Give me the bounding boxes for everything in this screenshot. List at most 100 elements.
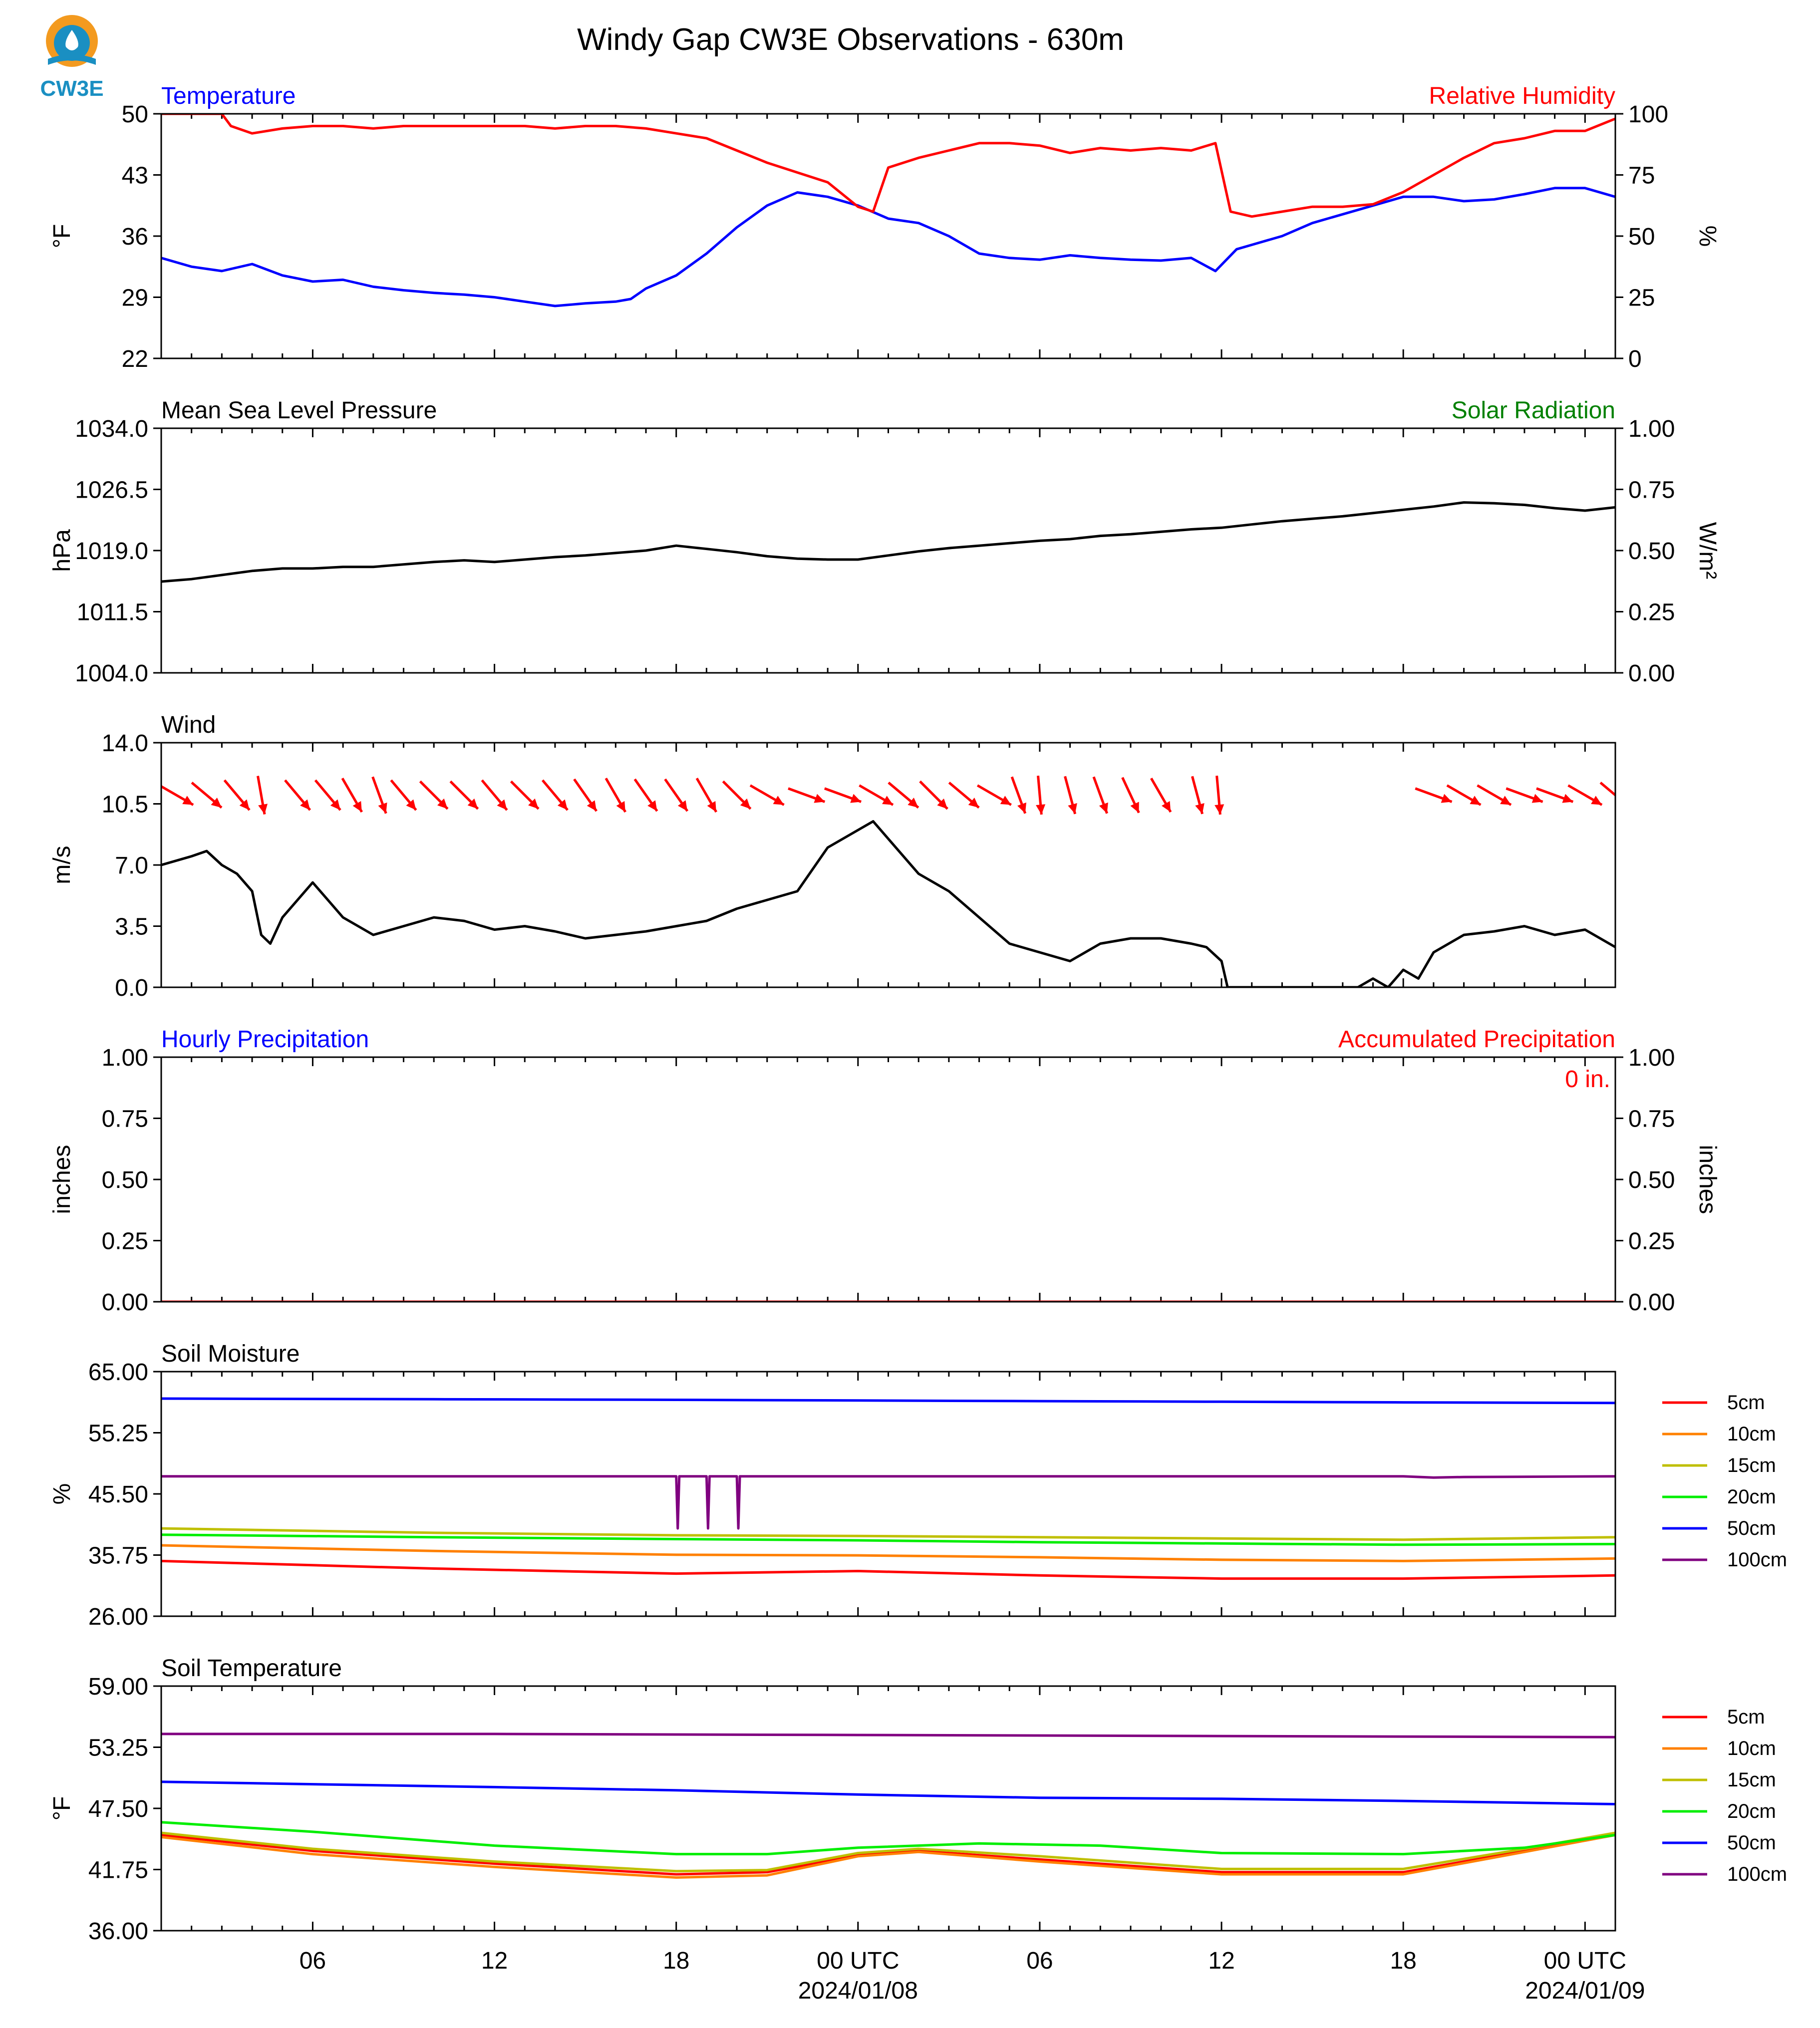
logo-text: CW3E [40, 76, 103, 101]
legend-label-15cm: 15cm [1727, 1454, 1776, 1476]
soil_temperature-ytick-label: 53.25 [88, 1735, 148, 1761]
xtick-label: 00 UTC [817, 1948, 899, 1974]
wind-arrow-icon [859, 784, 894, 806]
soil_temperature-legend: 5cm 10cm 15cm 20cm 50cm 100cm [1662, 1706, 1787, 1885]
wind-arrow-icon [1214, 775, 1224, 815]
pressure-ylabel: hPa [49, 529, 75, 572]
wind-ylabel: m/s [49, 846, 75, 884]
soil_moisture-ytick-label: 55.25 [88, 1421, 148, 1447]
logo-wave-icon [48, 54, 96, 65]
wind-arrow-icon [1064, 776, 1077, 815]
soil_temperature-title-left: Soil Temperature [161, 1655, 342, 1682]
wind-ytick-label: 0.0 [115, 975, 148, 1001]
legend-label-15cm: 15cm [1727, 1769, 1776, 1791]
legend-label-50cm: 50cm [1727, 1517, 1776, 1539]
wind-arrow-head [908, 798, 918, 808]
wind-arrow-head [352, 801, 362, 812]
wind-arrow-icon [191, 782, 223, 809]
pressure-ytick-label: 1026.5 [75, 477, 148, 504]
wind-arrow-icon [1150, 777, 1172, 813]
xtick-label: 12 [481, 1948, 508, 1974]
xtick-label: 18 [1390, 1948, 1416, 1974]
temperature-ylabel-right: % [1694, 226, 1721, 247]
wind-arrow-icon [888, 782, 919, 809]
panel-soil_temperature: Soil Temperature 59.00 53.25 47.50 41.75 36.0… [49, 1655, 1787, 1945]
precipitation-ytick-right-label: 0.00 [1628, 1289, 1675, 1316]
pressure-ytick-label: 1004.0 [75, 660, 148, 687]
soil_moisture-series-10cm [161, 1544, 1615, 1562]
soil_moisture-series-100cm [161, 1475, 1615, 1530]
wind-arrow-icon [419, 780, 449, 810]
temperature-ytick-right-label: 25 [1628, 285, 1655, 311]
wind-arrow-head [330, 799, 340, 810]
wind-series-wind [1227, 925, 1615, 987]
logo-drop-icon [65, 30, 78, 50]
temperature-title-left: Temperature [161, 83, 296, 109]
pressure-ytick-right-label: 0.75 [1628, 477, 1675, 504]
pressure-series-pressure [161, 501, 1615, 583]
wind-arrow-head [1591, 796, 1602, 805]
soil_temperature-plot-area [161, 1733, 1615, 1879]
temperature-series-humidity [161, 114, 1615, 218]
wind-arrow-head [850, 794, 862, 803]
temperature-ytick-label: 29 [122, 285, 148, 311]
wind-arrow-icon [1536, 787, 1574, 803]
wind-arrow-head [258, 804, 268, 815]
wind-ytick-label: 14.0 [102, 730, 148, 757]
panel-soil_moisture: Soil Moisture 65.00 55.25 45.50 35.75 26.00% 5… [49, 1341, 1787, 1630]
soil_moisture-ytick-label: 26.00 [88, 1604, 148, 1630]
precipitation-ytick-right-label: 0.75 [1628, 1106, 1675, 1133]
precipitation-ylabel-right: inches [1694, 1145, 1721, 1214]
wind-arrow-head [557, 799, 568, 810]
pressure-title-right: Solar Radiation [1452, 397, 1615, 424]
pressure-ytick-right-label: 0.25 [1628, 599, 1675, 626]
temperature-ylabel: °F [49, 224, 75, 249]
wind-arrow-icon [341, 777, 363, 813]
pressure-ytick-right-label: 1.00 [1628, 416, 1675, 442]
wind-arrow-icon [541, 779, 569, 811]
wind-arrow-icon [1036, 775, 1046, 815]
wind-arrow-head [1017, 802, 1027, 814]
wind-arrow-icon [1121, 777, 1140, 814]
wind-ytick-label: 3.5 [115, 914, 148, 940]
soil_moisture-series-50cm [161, 1397, 1615, 1405]
wind-arrow-head [677, 800, 688, 811]
soil_temperature-ytick-label: 47.50 [88, 1796, 148, 1822]
legend-label-10cm: 10cm [1727, 1738, 1776, 1759]
pressure-frame [160, 427, 1616, 674]
wind-ytick-label: 10.5 [102, 792, 148, 818]
wind-arrow-head [1195, 803, 1205, 814]
wind-arrow-head [1214, 804, 1224, 815]
soil_temperature-frame [160, 1685, 1616, 1932]
wind-ytick-label: 7.0 [115, 853, 148, 879]
temperature-ytick-right-label: 100 [1628, 101, 1668, 128]
wind-arrow-icon [1092, 776, 1109, 814]
soil_moisture-ytick-label: 35.75 [88, 1543, 148, 1569]
precipitation-ytick-label: 0.50 [102, 1167, 148, 1193]
temperature-ytick-label: 50 [122, 101, 148, 128]
wind-arrow-icon [722, 780, 752, 810]
wind-arrow-head [211, 798, 222, 808]
wind-arrow-head [937, 798, 948, 809]
wind-arrow-head [1036, 804, 1046, 815]
legend-label-5cm: 5cm [1727, 1392, 1765, 1414]
precipitation-ytick-label: 1.00 [102, 1045, 148, 1071]
soil_temperature-series-10cm [161, 1833, 1615, 1879]
wind-arrow-icon [605, 777, 626, 813]
soil_temperature-series-100cm [161, 1733, 1615, 1738]
legend-label-100cm: 100cm [1727, 1549, 1787, 1571]
wind-arrow-head [814, 794, 825, 803]
panel-temperature: Temperature Relative Humidity 50 43 36 29 22 10… [49, 83, 1721, 372]
wind-arrow-head [406, 799, 416, 810]
temperature-ytick-label: 43 [122, 163, 148, 189]
soil_temperature-ytick-label: 59.00 [88, 1674, 148, 1700]
wind-arrow-head [437, 798, 448, 809]
wind-arrow-icon [824, 787, 862, 803]
wind-arrow-head [1161, 801, 1171, 812]
legend-label-10cm: 10cm [1727, 1423, 1776, 1445]
temperature-ytick-right-label: 0 [1628, 346, 1642, 372]
soil_temperature-ylabel: °F [49, 1796, 75, 1821]
temperature-ytick-label: 22 [122, 346, 148, 372]
xtick-label: 06 [1026, 1948, 1053, 1974]
wind-arrow-head [616, 801, 625, 812]
